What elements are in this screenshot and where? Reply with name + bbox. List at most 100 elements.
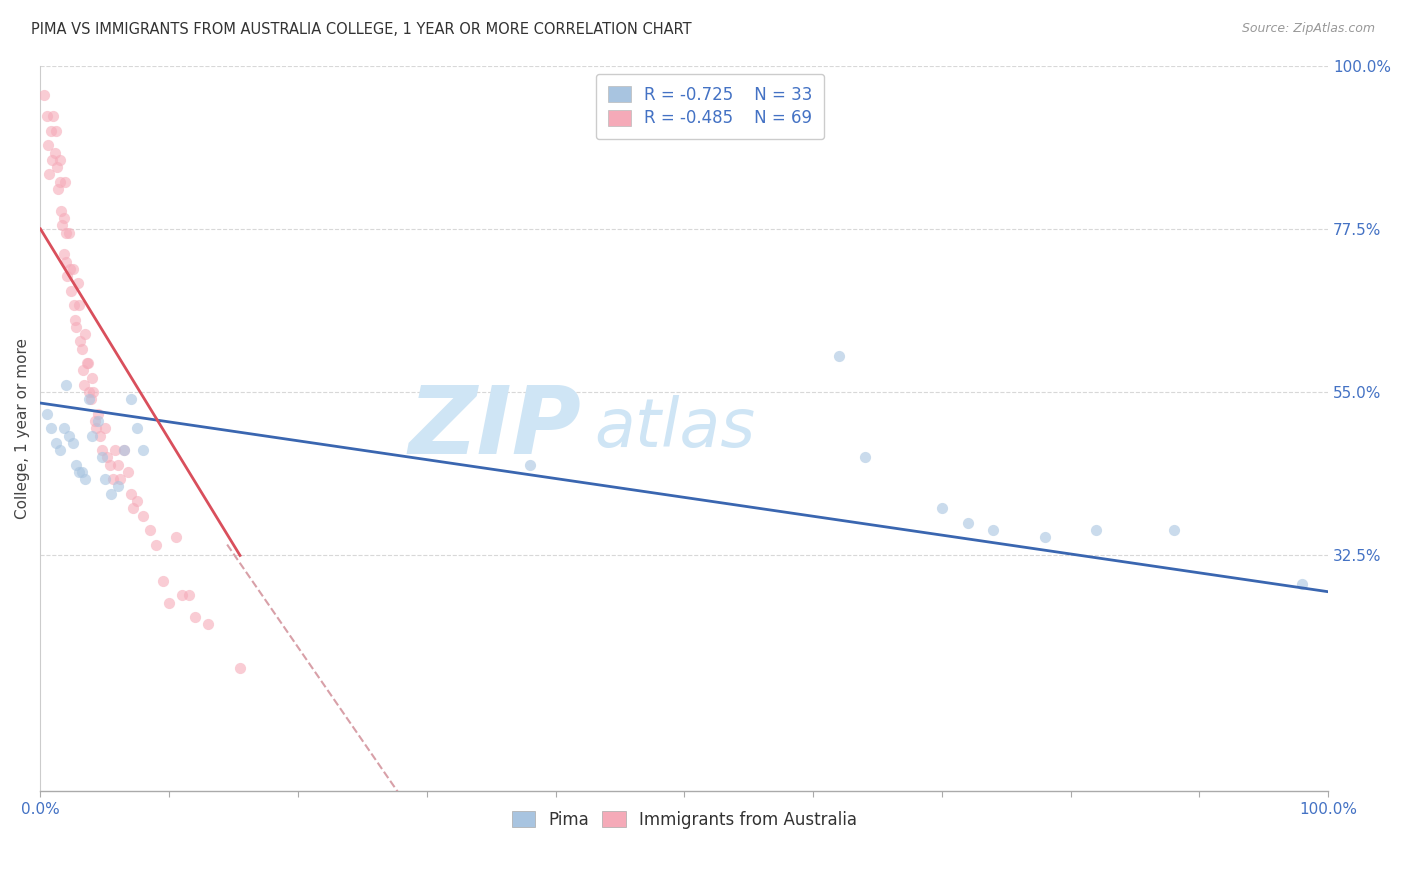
Point — [145, 537, 167, 551]
Point — [91, 443, 114, 458]
Point — [62, 436, 84, 450]
Point — [79, 385, 101, 400]
Point — [112, 443, 135, 458]
Point — [1033, 530, 1056, 544]
Point — [104, 443, 127, 458]
Point — [80, 428, 103, 442]
Point — [83, 414, 105, 428]
Point — [59, 261, 82, 276]
Point — [87, 407, 110, 421]
Point — [98, 458, 121, 472]
Point — [91, 450, 114, 465]
Point — [931, 501, 953, 516]
Point — [165, 530, 187, 544]
Point — [67, 298, 90, 312]
Point — [184, 610, 207, 624]
Text: Source: ZipAtlas.com: Source: ZipAtlas.com — [1241, 22, 1375, 36]
Point — [96, 450, 118, 465]
Point — [120, 392, 142, 407]
Point — [52, 211, 75, 225]
Point — [76, 356, 98, 370]
Point — [1291, 577, 1313, 591]
Point — [52, 247, 75, 261]
Point — [69, 334, 91, 349]
Point — [79, 392, 101, 407]
Point — [87, 414, 110, 428]
Point — [75, 472, 97, 486]
Legend: Pima, Immigrants from Australia: Pima, Immigrants from Australia — [505, 804, 863, 835]
Y-axis label: College, 1 year or more: College, 1 year or more — [15, 338, 30, 519]
Point — [48, 175, 70, 189]
Point — [112, 443, 135, 458]
Point — [65, 458, 87, 472]
Point — [89, 428, 111, 442]
Point — [981, 523, 1004, 537]
Point — [38, 168, 60, 182]
Point — [94, 421, 117, 435]
Point — [70, 465, 93, 479]
Point — [110, 472, 132, 486]
Text: ZIP: ZIP — [408, 383, 581, 475]
Point — [53, 175, 76, 189]
Point — [46, 160, 69, 174]
Point — [44, 145, 66, 160]
Point — [197, 617, 219, 632]
Point — [1085, 523, 1108, 537]
Point — [37, 138, 59, 153]
Point — [63, 298, 86, 312]
Point — [41, 153, 63, 167]
Point — [35, 407, 58, 421]
Point — [42, 109, 65, 123]
Point — [139, 523, 162, 537]
Point — [132, 443, 155, 458]
Point — [48, 182, 70, 196]
Point — [63, 312, 86, 326]
Point — [125, 494, 148, 508]
Point — [80, 370, 103, 384]
Point — [45, 124, 67, 138]
Point — [94, 472, 117, 486]
Point — [66, 277, 89, 291]
Point — [101, 472, 124, 486]
Point — [67, 465, 90, 479]
Point — [79, 392, 101, 407]
Point — [62, 261, 84, 276]
Text: PIMA VS IMMIGRANTS FROM AUSTRALIA COLLEGE, 1 YEAR OR MORE CORRELATION CHART: PIMA VS IMMIGRANTS FROM AUSTRALIA COLLEG… — [31, 22, 692, 37]
Point — [60, 284, 83, 298]
Point — [157, 596, 180, 610]
Point — [70, 342, 93, 356]
Point — [35, 109, 58, 123]
Point — [125, 421, 148, 435]
Point — [117, 465, 139, 479]
Point — [1163, 523, 1185, 537]
Point — [45, 436, 67, 450]
Point — [55, 378, 77, 392]
Point — [72, 363, 94, 377]
Point — [48, 153, 70, 167]
Point — [32, 87, 55, 102]
Point — [48, 443, 70, 458]
Point — [519, 458, 541, 472]
Point — [49, 203, 72, 218]
Point — [51, 219, 73, 233]
Point — [39, 124, 62, 138]
Point — [828, 349, 851, 363]
Point — [132, 508, 155, 523]
Point — [853, 450, 876, 465]
Point — [82, 385, 104, 400]
Point — [122, 501, 145, 516]
Point — [56, 268, 79, 283]
Point — [107, 458, 129, 472]
Point — [58, 226, 80, 240]
Point — [58, 428, 80, 442]
Point — [177, 588, 200, 602]
Point — [100, 487, 122, 501]
Point — [956, 516, 979, 530]
Point — [152, 574, 174, 588]
Point — [39, 421, 62, 435]
Point — [170, 588, 193, 602]
Point — [107, 479, 129, 493]
Point — [55, 226, 77, 240]
Point — [75, 327, 97, 342]
Point — [77, 356, 100, 370]
